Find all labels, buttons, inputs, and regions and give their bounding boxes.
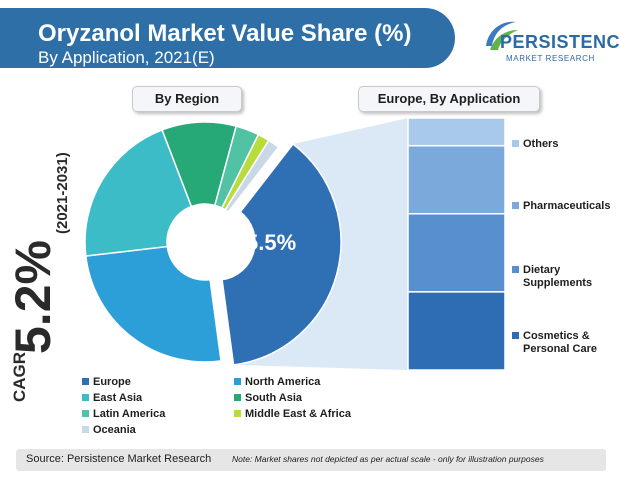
footer: Source: Persistence Market Research Note… — [16, 449, 606, 471]
bar-segment-pharmaceuticals — [407, 144, 506, 215]
europe-by-application-label: Europe, By Application — [358, 86, 540, 112]
region-legend: Europe North America East Asia South Asia La… — [80, 376, 380, 446]
application-label-line: Supplements — [512, 277, 592, 290]
application-label-text: Cosmetics & — [523, 330, 590, 342]
legend-label: Oceania — [93, 424, 136, 436]
logo-swoosh-icon — [486, 21, 518, 50]
legend-item: Middle East & Africa — [234, 408, 351, 420]
source-text: Source: Persistence Market Research — [26, 453, 212, 465]
legend-label: East Asia — [93, 392, 143, 404]
application-label-text: Others — [523, 138, 559, 150]
logo-name: PERSISTENCE — [500, 32, 620, 52]
application-label-line: Others — [512, 138, 558, 151]
chart-subtitle: By Application, 2021(E) — [38, 48, 215, 67]
legend-swatch-icon — [512, 202, 519, 209]
by-region-label: By Region — [132, 86, 242, 112]
bar-segment-others — [407, 117, 506, 147]
legend-label: North America — [245, 376, 321, 388]
application-label: Others — [512, 138, 558, 151]
application-label-text: Supplements — [523, 277, 593, 289]
pie-slice-oceania — [224, 139, 280, 214]
title-banner: Oryzanol Market Value Share (%) By Appli… — [0, 8, 455, 68]
pie-slice-north-america — [84, 245, 222, 363]
application-label-text: Personal Care — [523, 343, 597, 355]
pie-slice-europe — [221, 142, 342, 366]
application-label: Pharmaceuticals — [512, 200, 610, 213]
legend-item: Europe — [82, 376, 131, 388]
legend-label: Europe — [93, 376, 131, 388]
europe-value-label: 35.5% — [234, 230, 296, 255]
legend-swatch-icon — [234, 378, 241, 385]
application-label-line: Pharmaceuticals — [512, 200, 610, 213]
application-label-line: Dietary — [512, 264, 592, 277]
persistence-logo: PERSISTENCE MARKET RESEARCH — [480, 16, 620, 74]
legend-swatch-icon — [82, 426, 89, 433]
application-label-line: Personal Care — [512, 343, 597, 356]
legend-swatch-icon — [512, 140, 519, 147]
legend-item: Latin America — [82, 408, 165, 420]
bar-segment-cosmetics-personal-care — [407, 291, 506, 371]
bar-segment-dietary-supplements — [407, 213, 506, 293]
chart-title: Oryzanol Market Value Share (%) — [38, 20, 412, 47]
legend-swatch-icon — [82, 410, 89, 417]
legend-item: East Asia — [82, 392, 142, 404]
legend-swatch-icon — [234, 410, 241, 417]
logo-tagline: MARKET RESEARCH — [506, 54, 595, 63]
legend-label: South Asia — [245, 392, 303, 404]
application-label-line: Cosmetics & — [512, 330, 597, 343]
pie-slice-east-asia — [84, 128, 193, 257]
application-label: Cosmetics & Personal Care — [512, 330, 597, 356]
application-label: Dietary Supplements — [512, 264, 592, 290]
legend-item: Oceania — [82, 424, 136, 436]
legend-item: North America — [234, 376, 320, 388]
legend-swatch-icon — [512, 332, 519, 339]
note-text: Note: Market shares not depicted as per … — [232, 454, 544, 464]
legend-label: Middle East & Africa — [245, 408, 351, 420]
application-label-text: Pharmaceuticals — [523, 200, 611, 212]
legend-swatch-icon — [82, 378, 89, 385]
application-label-text: Dietary — [523, 264, 561, 276]
legend-swatch-icon — [512, 266, 519, 273]
legend-item: South Asia — [234, 392, 302, 404]
legend-label: Latin America — [93, 408, 166, 420]
legend-swatch-icon — [82, 394, 89, 401]
legend-swatch-icon — [234, 394, 241, 401]
